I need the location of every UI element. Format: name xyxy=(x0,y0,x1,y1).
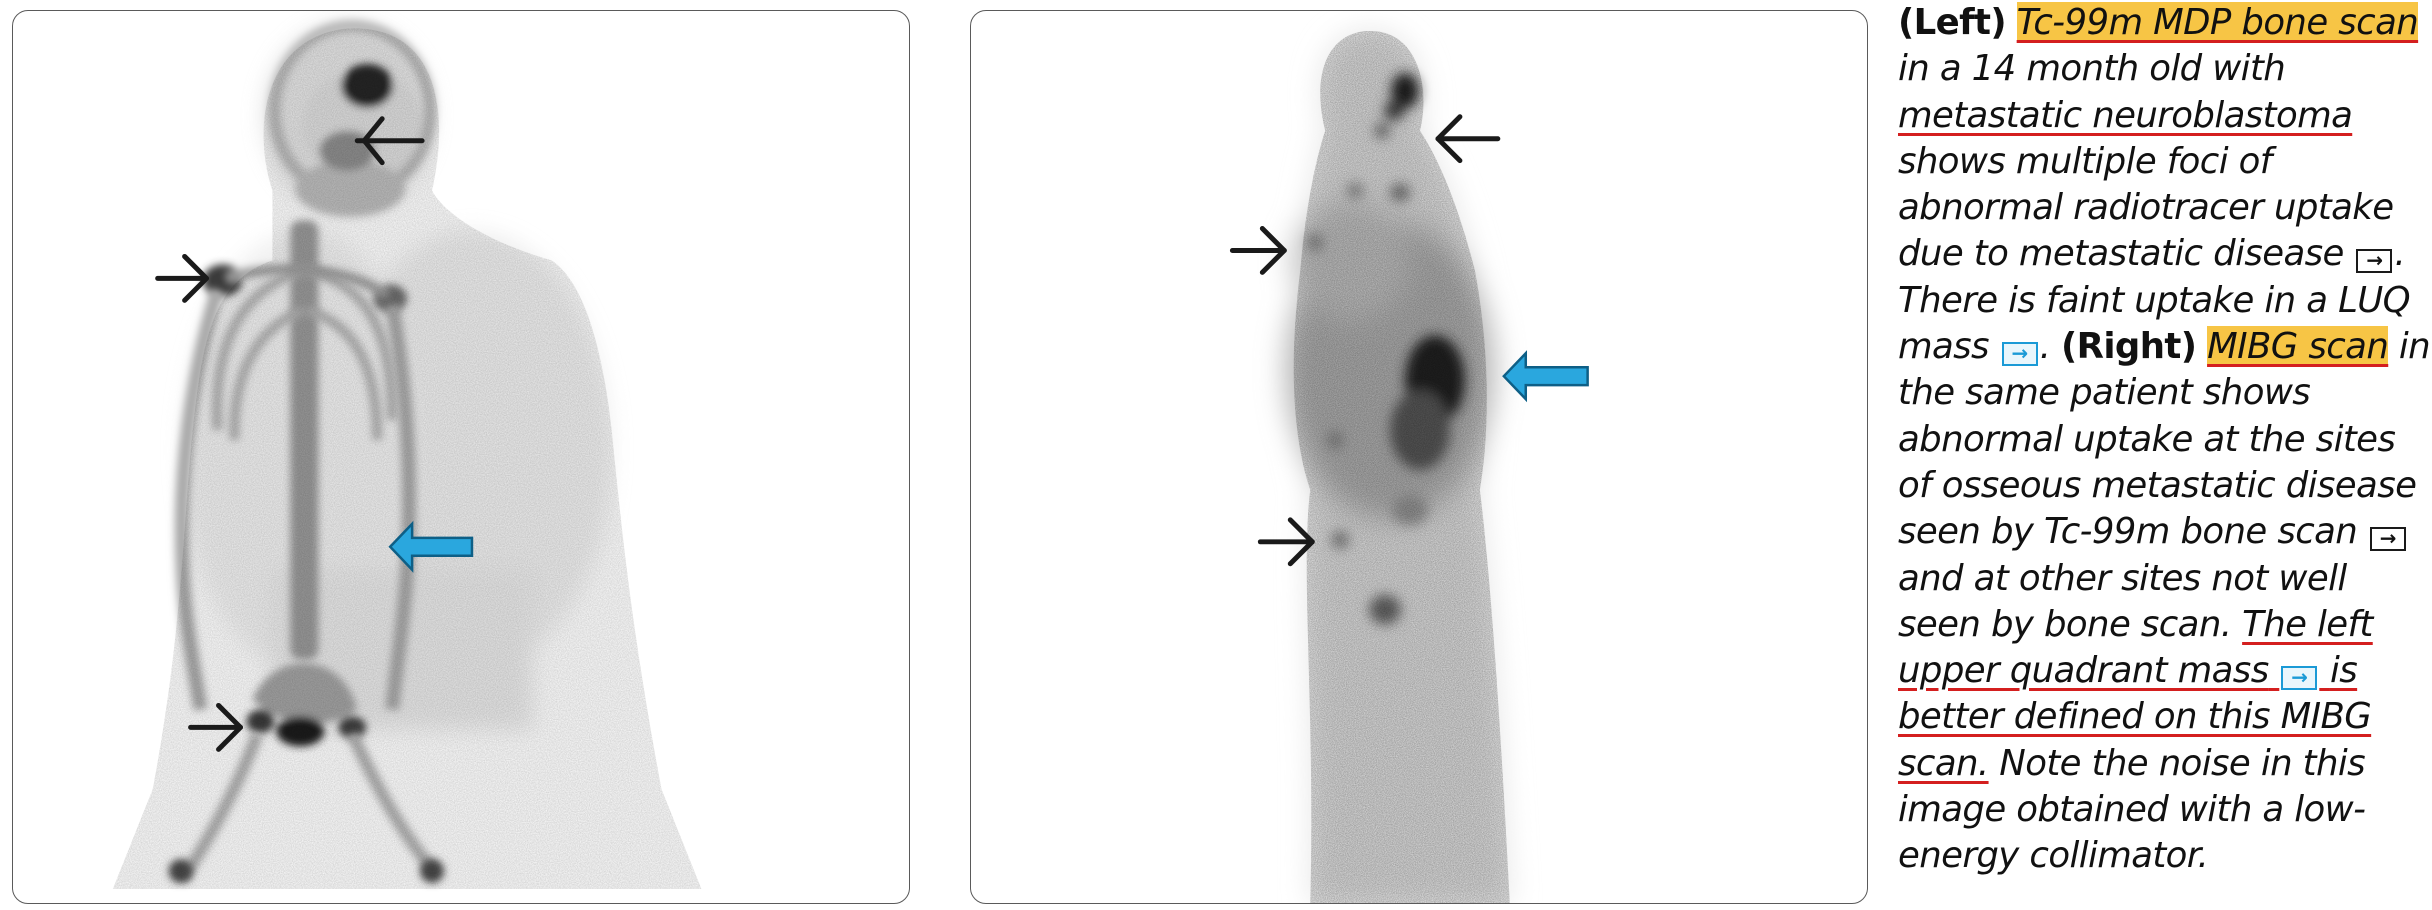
black-arrow-shoulder xyxy=(1229,226,1287,275)
blue-arrow-luq xyxy=(1502,350,1589,403)
caption-line: energy collimator. xyxy=(1898,835,2209,877)
caption-line: and at other sites not well xyxy=(1898,557,2347,599)
caption-line: abnormal uptake at the sites xyxy=(1898,418,2396,460)
caption-line: metastatic neuroblastoma xyxy=(1898,94,2353,136)
caption-line: abnormal radiotracer uptake xyxy=(1898,187,2394,229)
left-label: (Left) xyxy=(1898,2,2007,43)
caption-line: of osseous metastatic disease xyxy=(1898,464,2417,506)
caption-line: shows multiple foci of xyxy=(1898,140,2272,182)
black-arrow-pelvis xyxy=(188,702,243,752)
black-arrow-head xyxy=(1435,114,1501,164)
left-title: Tc-99m MDP bone scan xyxy=(2016,2,2419,43)
curved-arrow-icon: → xyxy=(2001,342,2038,367)
blue-arrow-luq xyxy=(388,520,474,573)
caption-line: in a 14 month old with xyxy=(1898,48,2286,90)
black-arrow-rib xyxy=(1257,517,1315,567)
open-arrow-icon: → xyxy=(2369,527,2406,552)
caption-line: better defined on this MIBG xyxy=(1898,696,2372,738)
right-title: MIBG scan xyxy=(2207,326,2389,368)
black-arrow-skull xyxy=(354,116,425,166)
open-arrow-icon: → xyxy=(2356,249,2393,274)
right-label: (Right) xyxy=(2061,326,2197,368)
caption-line: due to metastatic disease xyxy=(1898,233,2344,275)
mibg-scan-image xyxy=(1229,30,1589,903)
caption-line: There is faint uptake in a LUQ xyxy=(1898,279,2411,321)
caption-line: the same patient shows xyxy=(1898,372,2311,414)
mibg-scan-panel xyxy=(970,10,1868,904)
figure-caption: (Left) Tc-99m MDP bone scan in a 14 mont… xyxy=(1898,0,2432,910)
bone-scan-panel xyxy=(12,10,910,904)
black-arrow-shoulder xyxy=(155,253,210,303)
curved-arrow-icon: → xyxy=(2281,666,2318,691)
caption-line: image obtained with a low- xyxy=(1898,789,2366,831)
bone-scan-image xyxy=(112,19,702,890)
